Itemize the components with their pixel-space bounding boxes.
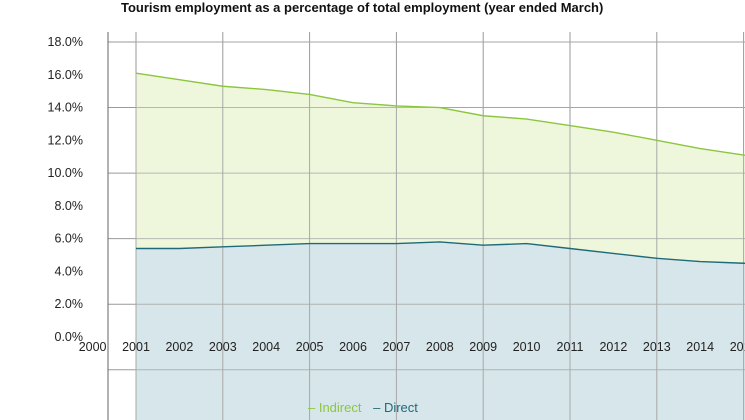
y-tick-label: 14.0% — [48, 101, 83, 115]
x-tick-label: 2001 — [122, 340, 150, 354]
x-tick-label: 2002 — [165, 340, 193, 354]
area-series — [135, 41, 745, 420]
y-tick-label: 16.0% — [48, 68, 83, 82]
y-tick-label: 2.0% — [55, 297, 84, 311]
legend-item-direct[interactable]: – Direct — [373, 400, 418, 415]
x-tick-label: 2005 — [296, 340, 324, 354]
legend-dash-direct: – — [373, 400, 384, 415]
legend-label-indirect: Indirect — [318, 400, 362, 415]
y-tick-label: 10.0% — [48, 166, 83, 180]
x-tick-label: 2000 — [79, 340, 107, 354]
x-tick-label: 2006 — [339, 340, 367, 354]
y-tick-label: 0.0% — [55, 330, 84, 344]
x-tick-label: 2009 — [469, 340, 497, 354]
legend-label-direct: Direct — [383, 400, 418, 415]
area-direct — [136, 241, 745, 420]
x-tick-label: 2003 — [209, 340, 237, 354]
y-tick-label: 12.0% — [48, 133, 83, 147]
legend-item-indirect[interactable]: – Indirect — [308, 400, 365, 415]
legend: – Indirect – Direct — [308, 400, 426, 415]
y-tick-label: 18.0% — [48, 35, 83, 49]
x-tick-label: 2007 — [382, 340, 410, 354]
legend-dash-indirect: – — [308, 400, 319, 415]
y-tick-label: 6.0% — [55, 232, 84, 246]
area-indirect — [136, 73, 745, 264]
x-tick-label: 2004 — [252, 340, 280, 354]
chart-title: Tourism employment as a percentage of to… — [121, 0, 604, 15]
series-line-direct — [136, 241, 745, 265]
x-axis-ticks: 2000 2001 2002 2003 2004 2005 2006 2007 2008 2009… — [79, 340, 745, 354]
x-tick-label: 2013 — [643, 340, 671, 354]
x-tick-label: 2012 — [599, 340, 627, 354]
y-tick-label: 8.0% — [55, 199, 84, 213]
y-axis-ticks: 0.0% 2.0% 4.0% 6.0% 8.0% 10.0% 12.0% 14.0% 16.0%… — [48, 35, 83, 344]
series-line-indirect — [135, 72, 745, 156]
x-tick-label: 2015 — [730, 340, 745, 354]
x-tick-label: 2011 — [557, 340, 584, 354]
x-tick-label: 2010 — [513, 340, 541, 354]
x-tick-label: 2014 — [686, 340, 714, 354]
y-tick-label: 4.0% — [55, 264, 84, 278]
x-tick-label: 2008 — [426, 340, 454, 354]
